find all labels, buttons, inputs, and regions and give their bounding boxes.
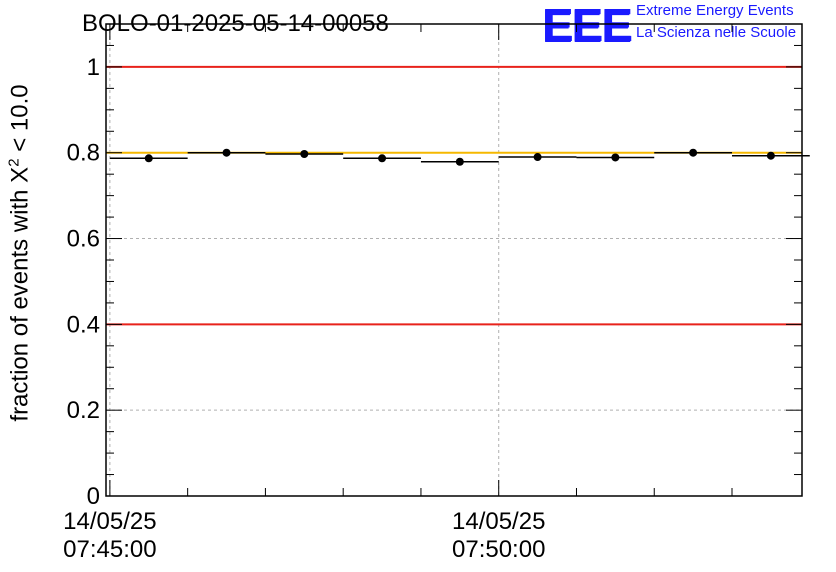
data-point <box>222 148 231 157</box>
data-point <box>300 150 309 159</box>
data-point <box>144 154 153 163</box>
y-tick-label: 0.2 <box>67 397 100 424</box>
data-point <box>611 153 620 162</box>
x-tick-time: 07:50:00 <box>451 536 546 563</box>
data-point <box>689 148 698 157</box>
logo-line-1: Extreme Energy Events <box>636 2 794 19</box>
data-point <box>766 151 775 160</box>
data-point <box>533 153 542 162</box>
plot-frame <box>105 23 803 497</box>
x-tick-label: 14/05/25 07:45:00 <box>63 508 156 564</box>
x-tick-time: 07:45:00 <box>63 536 157 563</box>
x-tick-date: 14/05/25 <box>63 508 157 535</box>
y-tick-label: 1 <box>87 54 100 81</box>
logo-line-2: La Scienza nelle Scuole <box>636 24 797 41</box>
x-tick-date: 14/05/25 <box>451 508 546 535</box>
y-tick-label: 0.4 <box>67 311 100 338</box>
x-tick-label: 14/05/25 07:50:00 <box>452 508 545 564</box>
y-tick-label: 0.6 <box>67 226 100 253</box>
y-tick-label: 0 <box>87 483 100 510</box>
data-point <box>455 157 464 166</box>
data-point <box>378 154 387 163</box>
eee-logo: EEE <box>542 0 632 51</box>
y-tick-label: 0.8 <box>67 140 100 167</box>
